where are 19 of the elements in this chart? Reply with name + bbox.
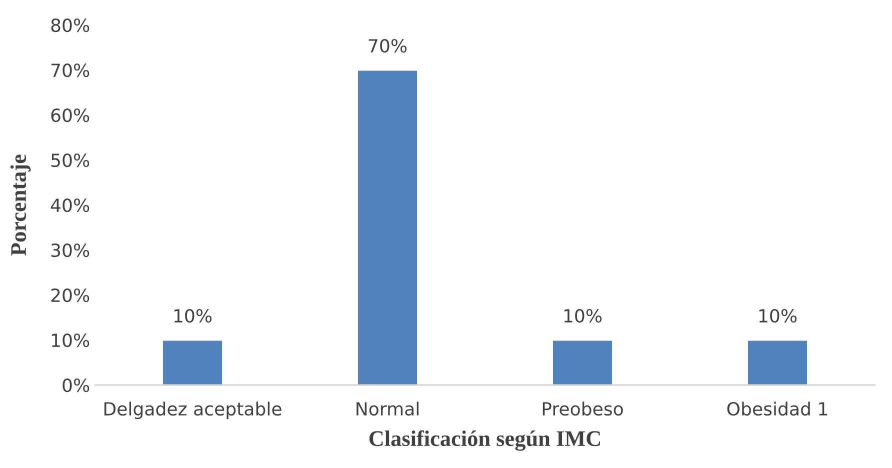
x-axis-title: Clasificación según IMC [369,430,600,451]
y-axis-title: Porcentaje [10,154,31,256]
x-tick-label: Preobeso [542,402,623,416]
data-label: 70% [368,38,407,53]
y-tick-label: 30% [51,243,90,258]
y-tick-label: 80% [51,18,90,32]
y-tick-label: 60% [51,108,90,122]
x-tick-label: Obesidad 1 [727,402,828,416]
data-label: 10% [564,308,602,323]
y-tick-label: 0% [62,378,90,392]
y-tick-label: 20% [51,288,90,302]
y-tick-label: 70% [51,63,90,78]
y-tick-label: 10% [52,333,90,348]
data-label: 10% [174,308,212,323]
y-tick-label: 40% [50,198,90,212]
y-tick-label: 50% [51,153,90,168]
x-tick-label: Normal [356,402,418,416]
x-tick-label: Delgadez aceptable [104,402,282,420]
data-label: 10% [759,308,797,323]
